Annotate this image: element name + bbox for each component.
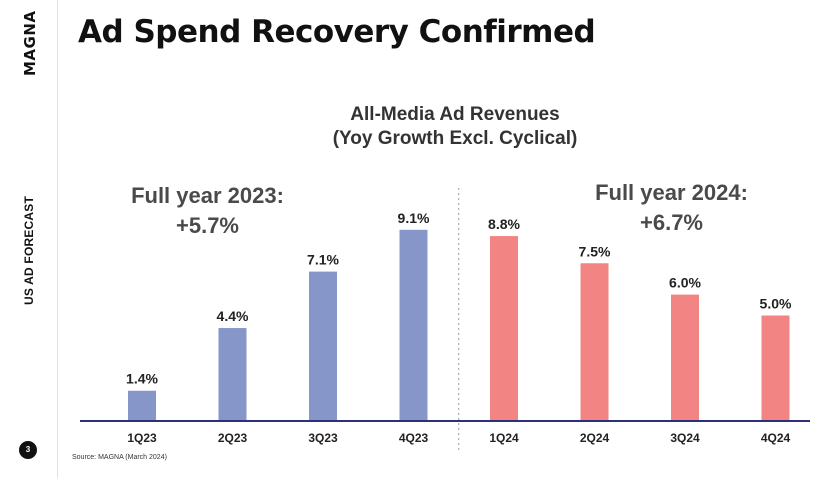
bar-4q24 [761,315,790,420]
x-tick-label-1q23: 1Q23 [127,431,157,445]
summary-2023-value: +5.7% [176,213,239,238]
x-tick-label-2q24: 2Q24 [580,431,610,445]
chart-title: All-Media Ad Revenues (Yoy Growth Excl. … [250,103,660,151]
bar-2q23 [218,328,247,420]
bar-value-label-2q24: 7.5% [579,243,611,259]
bar-1q24 [490,236,518,420]
x-tick-label-1q24: 1Q24 [489,431,519,445]
x-tick-label-4q24: 4Q24 [761,431,791,445]
page-number-badge: 3 [19,441,37,459]
x-tick-label-2q23: 2Q23 [218,431,248,445]
bar-2q24 [580,263,609,420]
summary-2023: Full year 2023: +5.7% [110,181,305,241]
summary-2023-label: Full year 2023: [131,183,284,208]
chart-title-line-2: (Yoy Growth Excl. Cyclical) [332,128,578,149]
bar-value-label-2q23: 4.4% [217,308,249,324]
bar-value-label-4q23: 9.1% [398,210,430,226]
bar-value-label-3q23: 7.1% [307,252,339,268]
summary-2024-value: +6.7% [640,210,703,235]
summary-2024: Full year 2024: +6.7% [574,178,769,238]
bar-value-label-1q23: 1.4% [126,371,158,387]
bar-1q23 [128,390,156,420]
bar-value-label-3q24: 6.0% [669,275,701,291]
slide-title: Ad Spend Recovery Confirmed [78,14,596,50]
chart-title-line-1: All-Media Ad Revenues [350,104,560,125]
bar-value-label-4q24: 5.0% [760,296,792,312]
bar-4q23 [399,229,428,420]
bar-3q23 [309,271,337,420]
summary-2024-label: Full year 2024: [595,180,748,205]
bar-3q24 [671,294,699,420]
x-tick-label-3q24: 3Q24 [670,431,700,445]
bar-value-label-1q24: 8.8% [488,216,520,232]
x-tick-label-3q23: 3Q23 [308,431,338,445]
sidebar: MAGNA US AD FORECAST 3 [0,0,58,478]
source-note: Source: MAGNA (March 2024) [72,454,167,461]
x-tick-label-4q23: 4Q23 [399,431,429,445]
